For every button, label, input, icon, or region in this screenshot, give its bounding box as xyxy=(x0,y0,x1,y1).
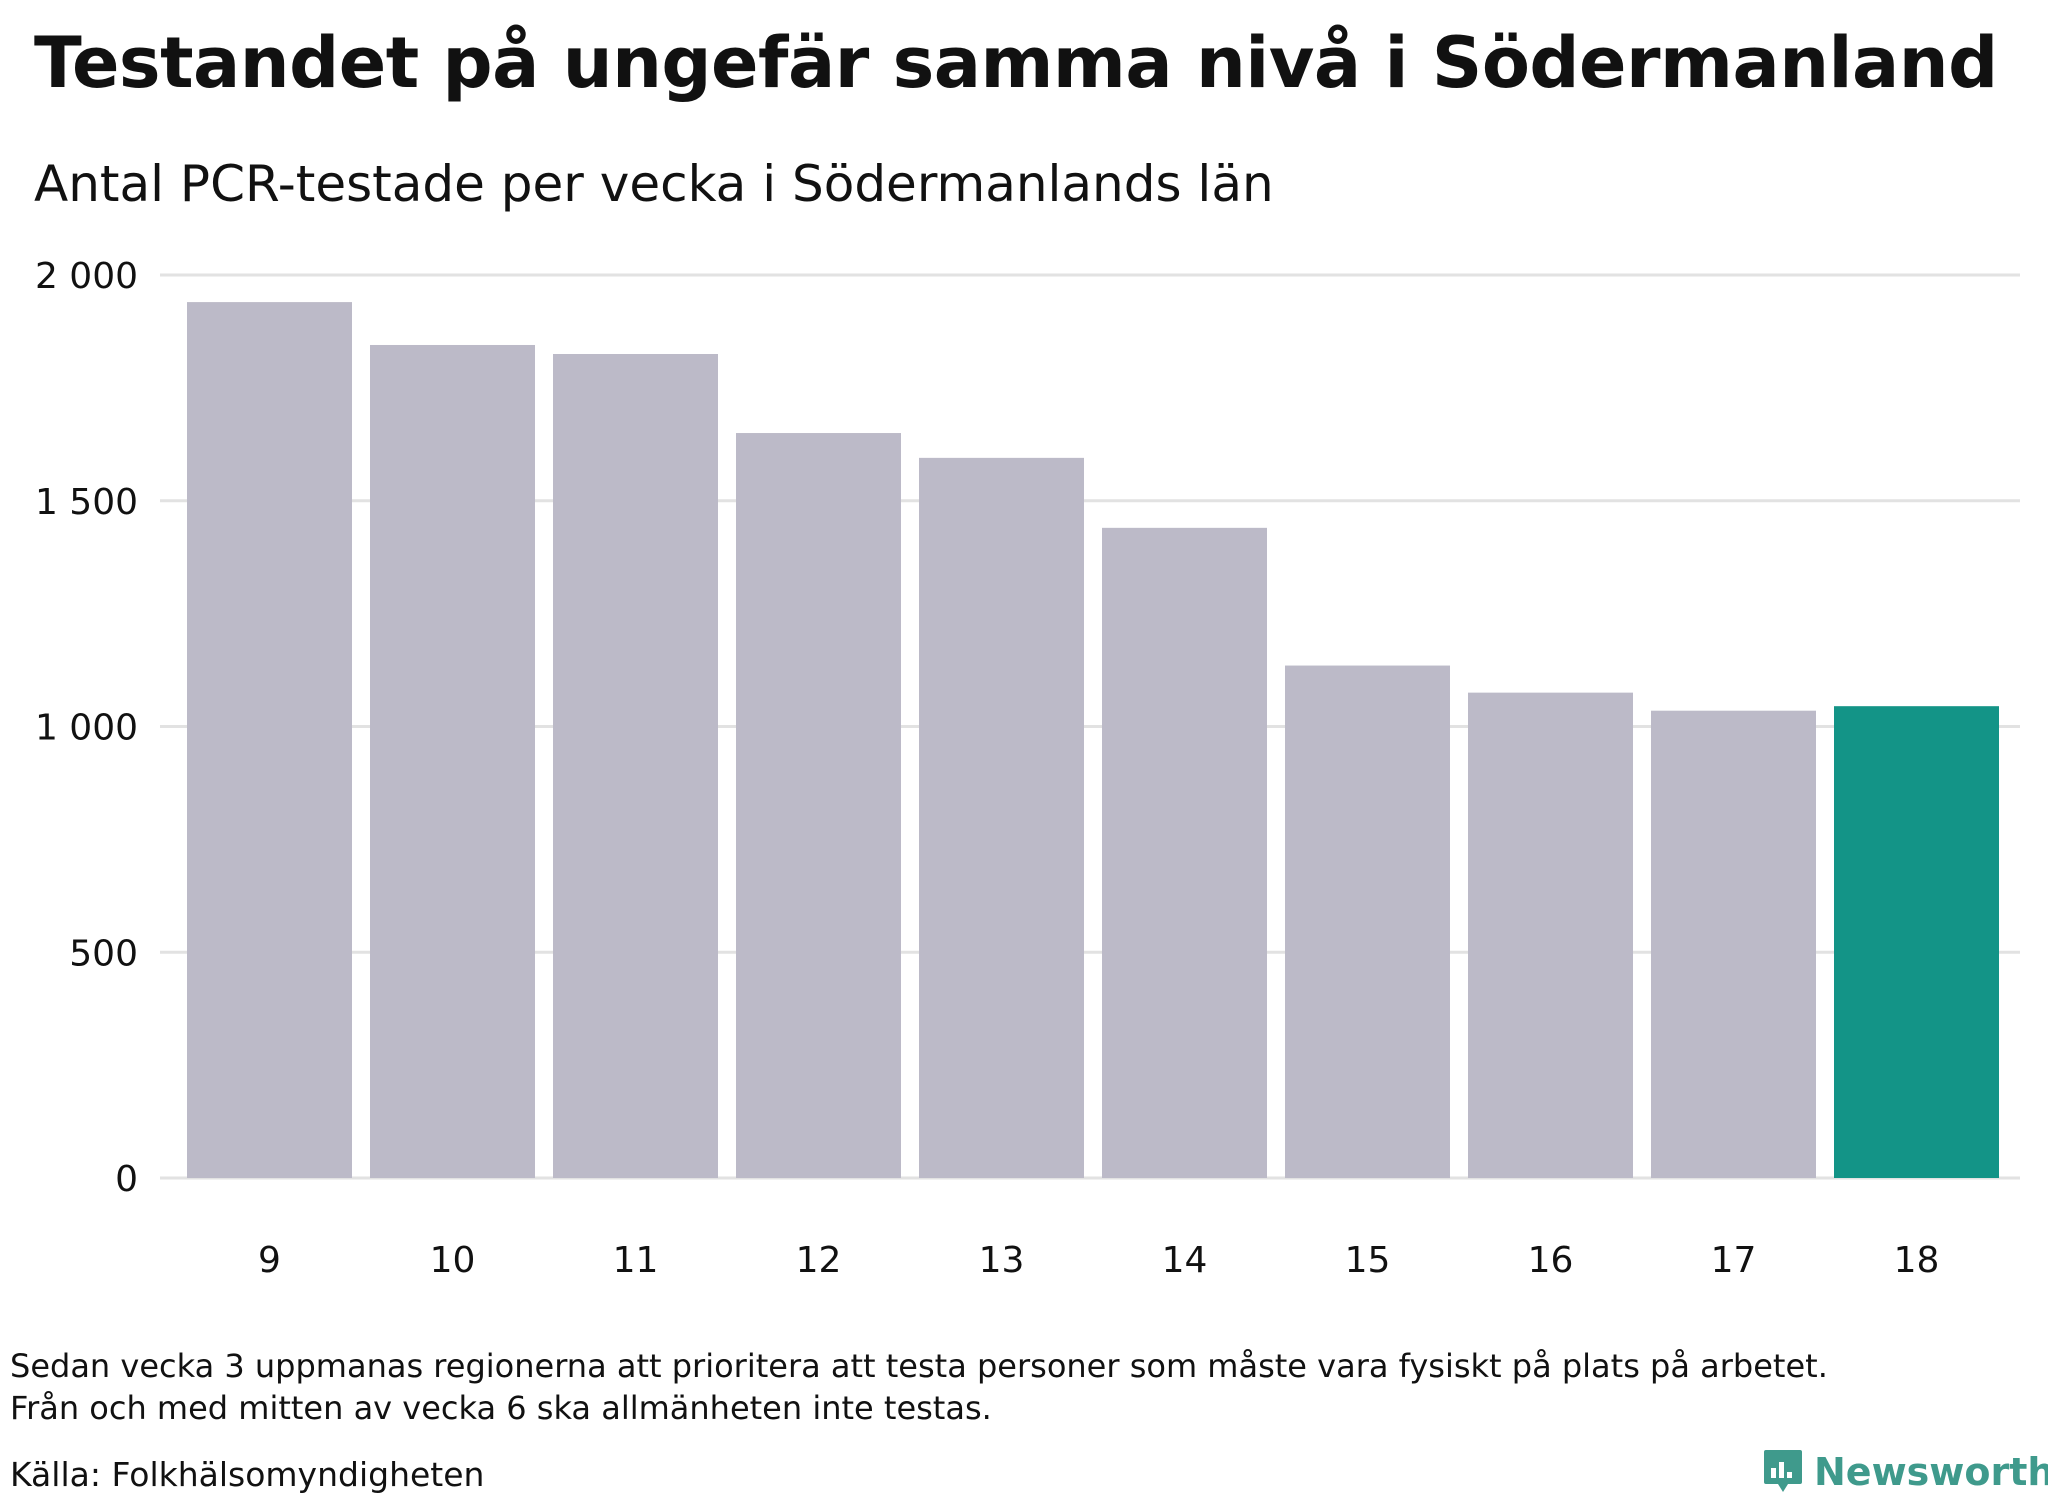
y-tick-label: 2 000 xyxy=(35,256,138,297)
bar-week-17 xyxy=(1651,710,1816,1178)
x-tick-label: 14 xyxy=(1162,1240,1208,1281)
bar-week-16 xyxy=(1468,692,1633,1178)
bar-week-11 xyxy=(553,354,718,1178)
bar-week-12 xyxy=(736,433,901,1178)
x-tick-label: 16 xyxy=(1528,1240,1574,1281)
y-tick-label: 1 500 xyxy=(35,482,138,523)
bar-week-13 xyxy=(919,457,1084,1178)
bars xyxy=(187,302,1999,1179)
newsworthy-logo-icon xyxy=(1764,1450,1802,1492)
chart-title: Testandet på ungefär samma nivå i Söderm… xyxy=(34,22,1998,104)
brand-logo: Newsworthy xyxy=(1762,1448,2048,1496)
source-label: Källa: Folkhälsomyndigheten xyxy=(10,1455,485,1494)
note-line-1: Sedan vecka 3 uppmanas regionerna att pr… xyxy=(10,1347,1828,1385)
x-tick-label: 9 xyxy=(258,1240,281,1281)
brand-name: Newsworthy xyxy=(1814,1450,2048,1494)
y-tick-label: 0 xyxy=(115,1159,138,1200)
x-tick-label: 12 xyxy=(796,1240,842,1281)
bar-week-14 xyxy=(1102,527,1267,1178)
y-tick-label: 1 000 xyxy=(35,708,138,749)
x-tick-label: 10 xyxy=(430,1240,476,1281)
x-tick-label: 18 xyxy=(1894,1240,1940,1281)
chart-note: Sedan vecka 3 uppmanas regionerna att pr… xyxy=(10,1345,1828,1429)
note-line-2: Från och med mitten av vecka 6 ska allmä… xyxy=(10,1389,992,1427)
x-tick-label: 13 xyxy=(979,1240,1025,1281)
x-tick-label: 15 xyxy=(1345,1240,1391,1281)
bar-week-10 xyxy=(370,344,535,1178)
bar-week-15 xyxy=(1285,665,1450,1178)
x-tick-label: 17 xyxy=(1711,1240,1757,1281)
chart-subtitle: Antal PCR-testade per vecka i Södermanla… xyxy=(34,155,1274,213)
y-tick-label: 500 xyxy=(69,933,138,974)
bar-week-18 xyxy=(1834,706,1999,1178)
x-tick-label: 11 xyxy=(613,1240,659,1281)
y-axis-ticks: 0 500 1 000 1 500 2 000 xyxy=(35,256,138,1200)
bar-week-9 xyxy=(187,302,352,1179)
bar-chart: 0 500 1 000 1 500 2 000 9 10 11 12 13 14 15 16 17 18 xyxy=(35,256,2020,1281)
x-axis-ticks: 9 10 11 12 13 14 15 16 17 18 xyxy=(258,1240,1939,1281)
